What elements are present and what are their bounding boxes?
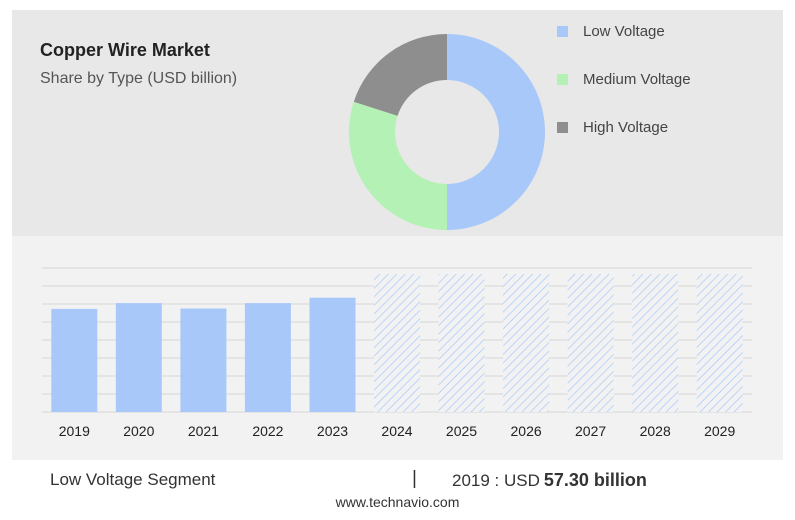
segment-year-prefix: 2019 : USD	[452, 471, 540, 490]
legend-item-high-voltage: High Voltage	[557, 118, 668, 138]
legend-item-medium-voltage: Medium Voltage	[557, 70, 691, 90]
x-tick-label-2026: 2026	[511, 423, 542, 439]
donut-slice-low-voltage	[447, 34, 545, 230]
forecast-bar-2025	[438, 274, 485, 412]
x-tick-label-2020: 2020	[123, 423, 154, 439]
forecast-bar-2026	[503, 274, 550, 412]
legend-label: High Voltage	[583, 119, 669, 136]
x-tick-label-2029: 2029	[704, 423, 735, 439]
forecast-bar-2024	[374, 274, 420, 412]
bar-2021	[180, 308, 227, 412]
x-tick-label-2027: 2027	[575, 423, 606, 439]
x-tick-label-2019: 2019	[59, 423, 90, 439]
chart-subtitle: Share by Type (USD billion)	[40, 70, 238, 87]
segment-value: 57.30 billion	[543, 470, 647, 490]
x-tick-label-2023: 2023	[317, 423, 348, 439]
segment-label: Low Voltage Segment	[50, 470, 216, 489]
forecast-bar-2027	[567, 274, 614, 412]
forecast-bar-2029	[696, 274, 743, 412]
legend-swatch	[557, 122, 568, 133]
x-tick-label-2022: 2022	[252, 423, 283, 439]
source-link[interactable]: www.technavio.com	[335, 494, 460, 510]
x-tick-label-2025: 2025	[446, 423, 477, 439]
donut-slice-medium-voltage	[349, 101, 447, 230]
x-tick-label-2021: 2021	[188, 423, 219, 439]
x-tick-label-2024: 2024	[381, 423, 412, 439]
bar-2022	[244, 303, 291, 412]
legend-label: Medium Voltage	[583, 71, 691, 88]
legend-item-low-voltage: Low Voltage	[557, 22, 665, 42]
legend-swatch	[557, 74, 568, 85]
legend-swatch	[557, 26, 568, 37]
bar-2020	[115, 303, 162, 412]
donut-chart	[349, 34, 545, 230]
bar-2023	[309, 297, 356, 412]
bar-chart: 2019 2020 2021 2022 2023 2024 2025 2026 2027 2028…	[42, 267, 752, 439]
bar-2019	[51, 308, 98, 412]
donut-slice-high-voltage	[353, 34, 447, 116]
forecast-bar-2028	[632, 274, 679, 412]
chart-title: Copper Wire Market	[40, 40, 210, 60]
segment-value-line: 2019 : USD 57.30 billion	[452, 470, 647, 491]
segment-divider: |	[412, 468, 417, 489]
legend-label: Low Voltage	[583, 23, 665, 40]
x-tick-label-2028: 2028	[640, 423, 671, 439]
